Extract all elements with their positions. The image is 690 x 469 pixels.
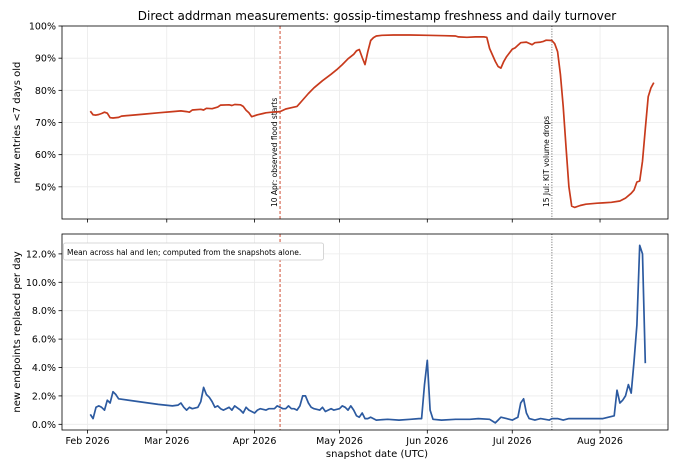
bottom-ytick-label-2: 4.0% [32,363,56,374]
top-ytick-label-0: 50% [35,182,56,193]
bottom-ytick-label-0: 0.0% [32,420,56,431]
xtick-label-2: Apr 2026 [233,436,277,447]
top-y-axis-label: new entries <7 days old [12,62,23,184]
xtick-label-3: May 2026 [316,436,363,447]
top-ytick-label-1: 60% [35,150,56,161]
top-ytick-label-5: 100% [29,22,56,33]
xtick-label-5: Jul 2026 [492,436,532,447]
top-ytick-label-2: 70% [35,118,56,129]
top-ytick-label-4: 90% [35,54,56,65]
chart-title: Direct addrman measurements: gossip-time… [138,9,616,23]
bottom-ytick-label-5: 10.0% [26,278,56,289]
bottom-series-line [89,244,647,424]
xtick-label-0: Feb 2026 [65,436,109,447]
x-axis-label: snapshot date (UTC) [326,449,428,460]
top-event-label-1: 15 Jul: KIT volume drops [542,116,551,207]
top-event-label-0: 10 Apr: observed flood starts [270,98,279,207]
bottom-y-axis-label: new endpoints replaced per day [12,251,23,412]
bottom-ytick-label-6: 12.0% [26,249,56,260]
bottom-ytick-label-3: 6.0% [32,335,56,346]
xtick-label-4: Jun 2026 [405,436,448,447]
top-ytick-label-3: 80% [35,86,56,97]
bottom-legend-box [63,242,324,261]
bottom-legend-text: Mean across hal and len; computed from t… [67,248,301,257]
top-panel: 10 Apr: observed flood starts 15 Jul: KIT… [12,22,669,223]
bottom-ytick-label-1: 2.0% [32,391,56,402]
top-series-line [89,34,655,209]
bottom-ytick-label-4: 8.0% [32,306,56,317]
xtick-label-1: Mar 2026 [144,436,189,447]
bottom-axes-frame [61,233,669,431]
bottom-panel: 0.0% 2.0% 4.0% 6.0% 8.0% 10.0% 12.0% Feb 2026 Ma… [12,233,669,447]
xtick-label-6: Aug 2026 [577,436,623,447]
